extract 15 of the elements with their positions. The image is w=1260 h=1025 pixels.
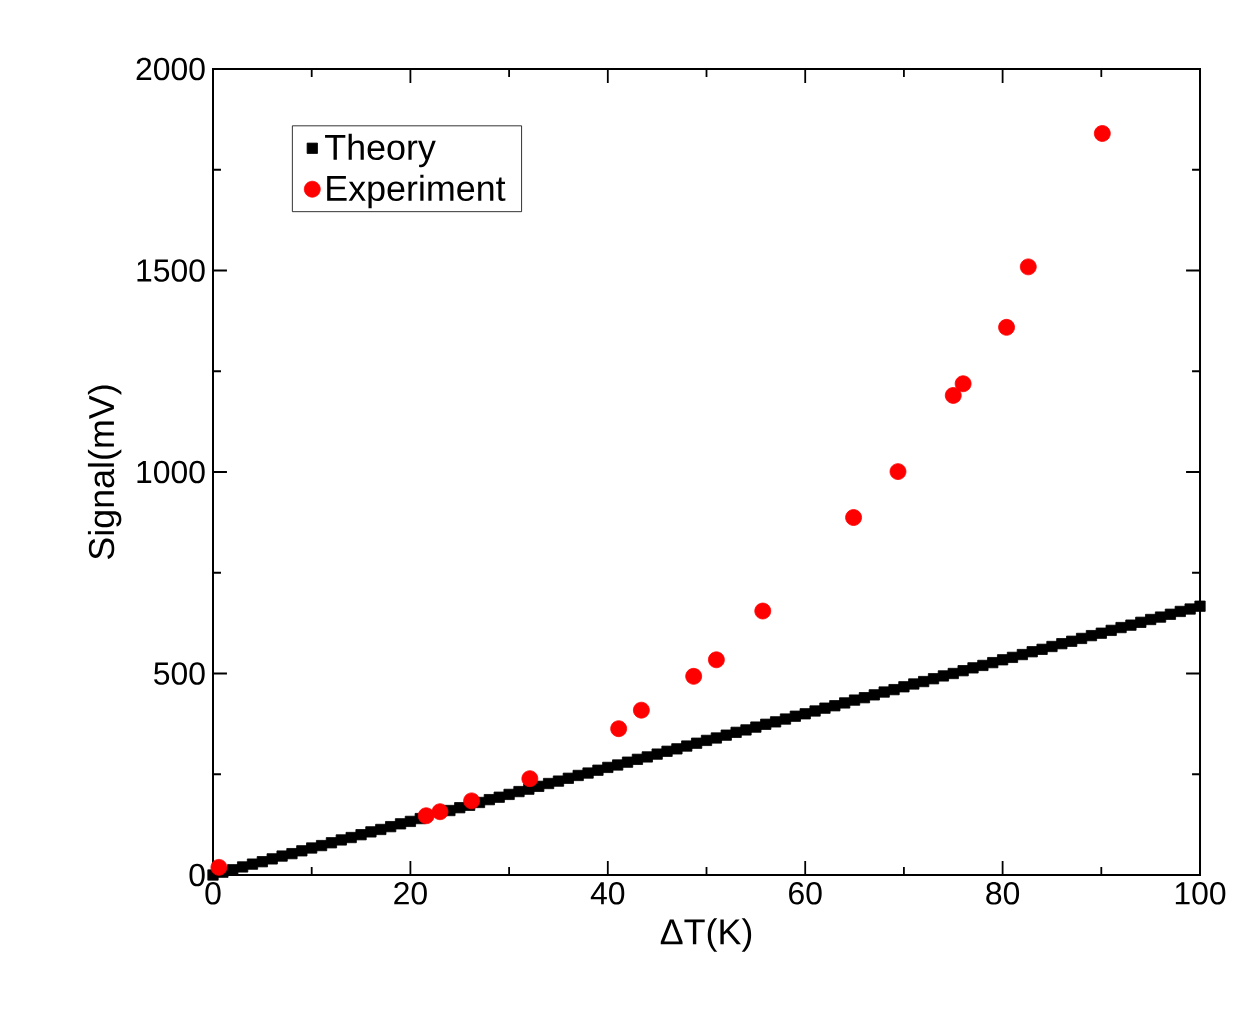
y-tick-label: 2000 (136, 57, 205, 81)
y-tick-label: 0 (189, 863, 205, 887)
legend-label: Theory (325, 133, 436, 168)
x-tick-label: 40 (590, 882, 625, 905)
y-tick-label: 1500 (137, 259, 205, 282)
x-tick-label: 60 (789, 882, 822, 905)
y-tick-label: 500 (154, 662, 205, 685)
x-tick-label: 80 (986, 882, 1020, 905)
x-tick-label: 0 (205, 882, 221, 905)
y-tick-label: 1000 (137, 460, 205, 484)
y-axis-title: Signal(mV) (87, 385, 122, 560)
x-axis-title: ΔT(K) (660, 918, 752, 952)
legend-label: Experiment (327, 174, 506, 209)
x-tick-label: 100 (1175, 882, 1226, 905)
x-tick-label: 20 (394, 882, 427, 905)
